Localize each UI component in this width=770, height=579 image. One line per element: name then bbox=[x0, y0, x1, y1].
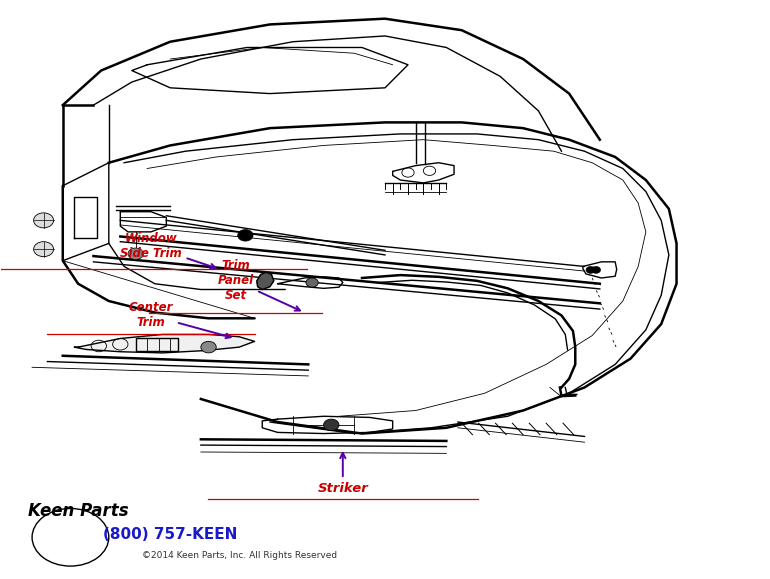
Polygon shape bbox=[74, 335, 255, 353]
Circle shape bbox=[128, 248, 143, 259]
Polygon shape bbox=[257, 272, 274, 290]
Text: ©2014 Keen Parts, Inc. All Rights Reserved: ©2014 Keen Parts, Inc. All Rights Reserv… bbox=[142, 551, 336, 560]
Circle shape bbox=[34, 213, 54, 228]
Text: Trim
Panel
Set: Trim Panel Set bbox=[217, 259, 300, 311]
Text: (800) 757-KEEN: (800) 757-KEEN bbox=[103, 527, 237, 542]
Text: Center
Trim: Center Trim bbox=[129, 302, 231, 338]
Circle shape bbox=[586, 266, 595, 273]
Text: Window
Side Trim: Window Side Trim bbox=[120, 232, 216, 269]
Text: Keen Parts: Keen Parts bbox=[28, 503, 129, 521]
Circle shape bbox=[591, 266, 601, 273]
Circle shape bbox=[201, 342, 216, 353]
Text: Striker: Striker bbox=[317, 453, 368, 495]
Circle shape bbox=[238, 229, 253, 241]
Circle shape bbox=[306, 278, 318, 287]
Circle shape bbox=[34, 241, 54, 256]
Circle shape bbox=[323, 419, 339, 431]
